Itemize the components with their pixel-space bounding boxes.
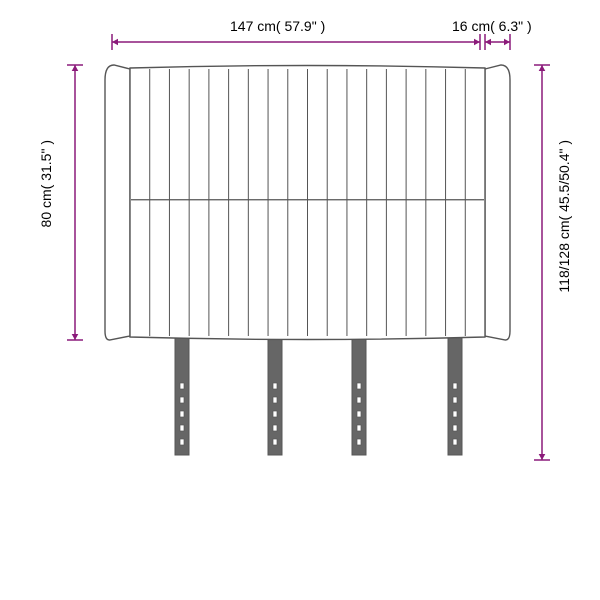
width-label: 147 cm( 57.9" ) [230, 18, 325, 34]
height-total-label: 118/128 cm( 45.5/50.4" ) [556, 140, 572, 293]
height-main-label: 80 cm( 31.5" ) [38, 140, 54, 227]
headboard-diagram [0, 0, 600, 600]
wing-label: 16 cm( 6.3" ) [452, 18, 532, 34]
